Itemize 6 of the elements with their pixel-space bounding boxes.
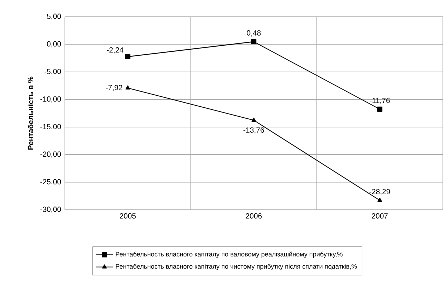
point (251, 39, 257, 45)
point (378, 198, 382, 202)
point (126, 86, 130, 90)
point (377, 106, 383, 112)
point (252, 118, 256, 122)
point (125, 54, 131, 60)
